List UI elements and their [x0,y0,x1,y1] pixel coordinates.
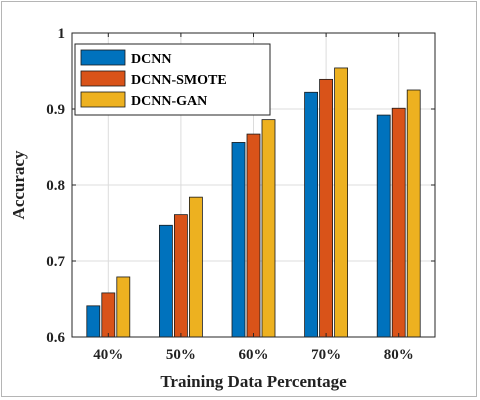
y-axis-label: Accuracy [9,150,28,219]
x-ticks: 40% 50% 60% 70% 80% [93,33,414,363]
bar-dcnn-gan-50pct [188,196,203,338]
y-ticks: 0.6 0.7 0.8 0.9 1 [46,26,435,346]
x-tick-label: 60% [239,347,269,363]
legend-label: DCNN-SMOTE [131,73,227,88]
x-tick-label: 50% [166,347,196,363]
legend-label: DCNN [131,52,171,67]
y-tick-label: 0.9 [46,102,65,118]
bar-dcnn-gan-40pct [116,276,131,338]
bar-dcnn-70pct [304,91,319,338]
bar-dcnn-smote-80pct [391,107,406,338]
legend: DCNN DCNN-SMOTE DCNN-GAN [74,43,271,116]
legend-label: DCNN-GAN [131,94,207,109]
bars [86,67,421,338]
x-axis-label: Training Data Percentage [160,372,347,391]
bar-dcnn-40pct [86,305,101,338]
x-tick-label: 40% [93,347,123,363]
legend-swatch [80,49,126,66]
bar-dcnn-gan-70pct [334,67,349,338]
y-tick-label: 0.8 [46,178,65,194]
x-tick-label: 70% [311,347,341,363]
y-tick-label: 0.6 [46,330,65,346]
bar-dcnn-smote-40pct [101,292,116,338]
bar-dcnn-smote-50pct [173,214,188,338]
legend-swatch [80,91,126,108]
bar-dcnn-gan-60pct [261,119,276,338]
bar-dcnn-smote-60pct [246,133,261,338]
y-tick-label: 1 [58,26,66,42]
bar-dcnn-smote-70pct [319,78,334,338]
bar-dcnn-80pct [376,114,391,338]
bar-dcnn-60pct [231,142,246,338]
y-tick-label: 0.7 [46,254,65,270]
bar-dcnn-gan-80pct [406,89,421,338]
bar-dcnn-50pct [158,224,173,338]
x-tick-label: 80% [384,347,414,363]
legend-swatch [80,70,126,87]
